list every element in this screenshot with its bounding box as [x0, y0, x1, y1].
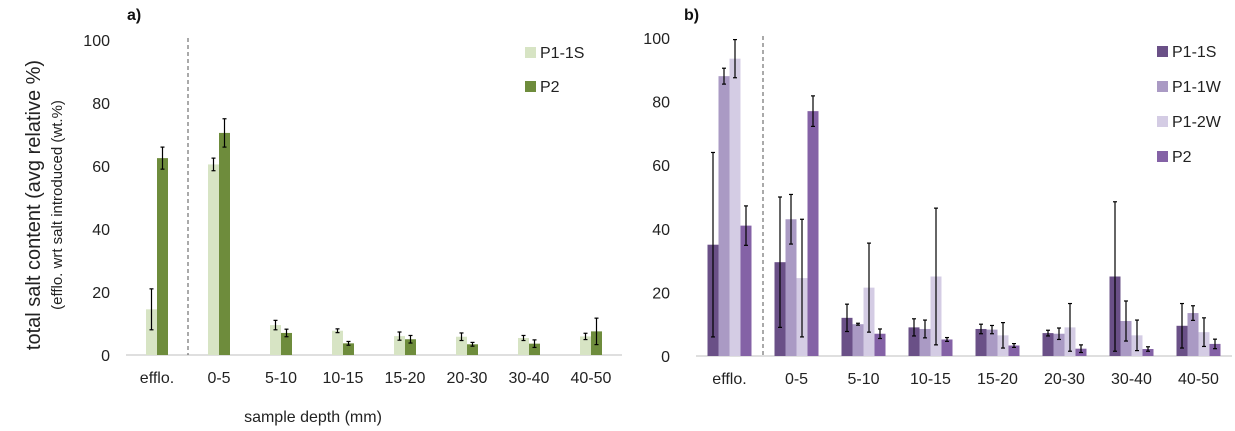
- y-tick-label-b: 0: [661, 349, 670, 366]
- x-tick-label-a: efflo.: [140, 370, 174, 387]
- x-tick-label-b: 5-10: [847, 371, 879, 388]
- bar-a-p2-0-5: [219, 132, 230, 355]
- y-tick-label-b: 60: [652, 158, 670, 175]
- bar-a-p2-efflo.: [157, 158, 168, 355]
- legend-swatch-b-p2: [1157, 151, 1168, 162]
- legend-swatch-a-p2: [525, 81, 536, 92]
- bar-b-p2-efflo.: [740, 225, 752, 356]
- y-tick-label-a: 100: [83, 33, 110, 50]
- bar-a-p1-1s-efflo.: [146, 309, 157, 355]
- legend-label-b: P1-2W: [1172, 114, 1222, 131]
- panel-label-b: b): [684, 7, 699, 24]
- bar-a-p2-15-20: [405, 339, 416, 355]
- bar-a-p2-5-10: [281, 332, 292, 355]
- x-tick-label-b: 0-5: [785, 371, 808, 388]
- legend-label-a: P2: [540, 79, 560, 96]
- x-tick-label-a: 0-5: [207, 370, 230, 387]
- legend-label-b: P1-1W: [1172, 79, 1222, 96]
- bar-b-p2-5-10: [874, 333, 886, 356]
- y-tick-label-a: 60: [92, 159, 110, 176]
- bar-b-p2-30-40: [1142, 349, 1154, 356]
- y-axis-label: total salt content (avg relative %): [23, 60, 45, 350]
- x-tick-label-b: 20-30: [1044, 371, 1085, 388]
- y-axis-label-secondary: (efflo. wrt salt introduced (wt.%): [49, 100, 66, 310]
- y-tick-label-a: 20: [92, 285, 110, 302]
- bar-b-p1-1w-0-5: [785, 219, 797, 356]
- bar-b-p1-1w-15-20: [986, 329, 998, 356]
- y-tick-label-b: 100: [643, 31, 670, 48]
- y-tick-label-a: 0: [101, 348, 110, 365]
- x-tick-label-a: 30-40: [509, 370, 550, 387]
- bar-a-p2-30-40: [529, 343, 540, 355]
- x-tick-label-a: 20-30: [447, 370, 488, 387]
- bar-b-p1-1w-40-50: [1187, 313, 1199, 356]
- bar-a-p2-10-15: [343, 343, 354, 355]
- legend-label-a: P1-1S: [540, 45, 584, 62]
- bar-b-p1-1w-5-10: [852, 324, 864, 356]
- legend-swatch-b-p1-1s: [1157, 46, 1168, 57]
- x-tick-label-b: 40-50: [1178, 371, 1219, 388]
- bar-b-p2-10-15: [941, 339, 953, 356]
- bar-a-p2-20-30: [467, 344, 478, 355]
- bar-b-p1-1s-20-30: [1042, 333, 1054, 356]
- bar-a-p1-1s-5-10: [270, 325, 281, 355]
- x-tick-label-a: 40-50: [571, 370, 612, 387]
- legend-swatch-a-p1-1s: [525, 47, 536, 58]
- x-tick-label-a: 5-10: [265, 370, 297, 387]
- bar-a-p1-1s-20-30: [456, 336, 467, 355]
- legend-swatch-b-p1-1w: [1157, 81, 1168, 92]
- x-tick-label-b: 10-15: [910, 371, 951, 388]
- bar-b-p1-1w-20-30: [1053, 333, 1065, 356]
- bar-b-p1-1w-efflo.: [718, 76, 730, 356]
- y-tick-label-a: 40: [92, 222, 110, 239]
- legend-swatch-b-p1-2w: [1157, 116, 1168, 127]
- panel-label-a: a): [127, 7, 141, 24]
- y-tick-label-b: 80: [652, 95, 670, 112]
- bar-a-p1-1s-0-5: [208, 164, 219, 355]
- y-tick-label-a: 80: [92, 96, 110, 113]
- x-tick-label-b: 15-20: [977, 371, 1018, 388]
- bar-a-p1-1s-15-20: [394, 336, 405, 355]
- y-tick-label-b: 20: [652, 285, 670, 302]
- x-tick-label-b: 30-40: [1111, 371, 1152, 388]
- bar-b-p1-1w-10-15: [919, 328, 931, 356]
- x-tick-label-a: 15-20: [385, 370, 426, 387]
- chart-panel-b: b) 0 20 40 60 80 100 efflo. 0-5 5-10 10-15 15-20 20-…: [643, 7, 1232, 388]
- bar-b-p1-2w-efflo.: [729, 58, 741, 357]
- x-axis-title: sample depth (mm): [244, 409, 382, 426]
- y-tick-label-b: 40: [652, 222, 670, 239]
- bar-b-p1-1s-5-10: [841, 317, 853, 356]
- legend-label-b: P1-1S: [1172, 44, 1216, 61]
- x-tick-label-b: efflo.: [712, 371, 746, 388]
- bar-b-p1-1s-15-20: [975, 328, 987, 356]
- x-tick-label-a: 10-15: [323, 370, 364, 387]
- bar-b-p2-40-50: [1209, 343, 1221, 356]
- bar-a-p1-1s-40-50: [580, 336, 591, 355]
- bar-b-p2-0-5: [807, 111, 819, 356]
- legend-label-b: P2: [1172, 149, 1192, 166]
- chart-panel-a: a) 0 20 40 60 80 100 efflo. 0-5 5-10 10-15 15-20 20-…: [83, 7, 622, 387]
- bar-b-p1-1s-10-15: [908, 327, 920, 356]
- bar-b-p2-15-20: [1008, 345, 1020, 356]
- bar-a-p1-1s-10-15: [332, 330, 343, 355]
- bar-a-p1-1s-30-40: [518, 337, 529, 355]
